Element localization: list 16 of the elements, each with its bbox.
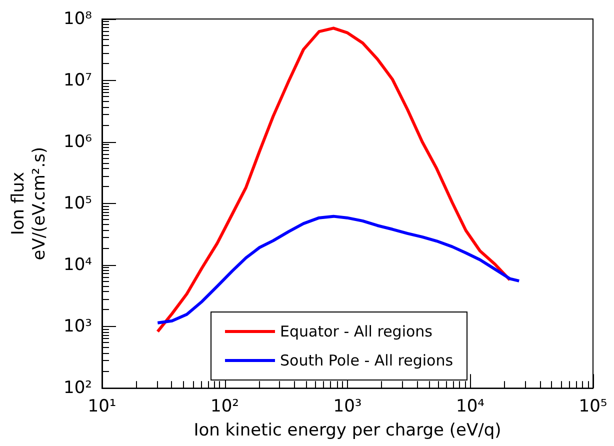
y-tick-label: 10⁸: [64, 9, 92, 29]
y-axis-title: Ion flux eV/(eV.cm².s): [8, 146, 50, 260]
x-tick-label: 10²: [210, 396, 239, 417]
y-tick-label: 10⁵: [64, 194, 92, 214]
x-tick-label: 10⁵: [578, 396, 608, 417]
y-tick-label: 10⁴: [64, 255, 92, 276]
x-tick-label: 10¹: [88, 396, 116, 417]
y-tick-label: 10²: [64, 378, 92, 398]
y-tick-label: 10³: [64, 316, 92, 337]
y-tick-label: 10⁶: [64, 132, 92, 152]
x-axis-title: Ion kinetic energy per charge (eV/q): [194, 420, 502, 440]
x-tick-label: 10⁴: [456, 396, 485, 417]
legend-label: South Pole - All regions: [280, 352, 454, 370]
y-tick-label: 10⁷: [64, 70, 92, 91]
x-tick-label: 10³: [333, 396, 362, 417]
legend-label: Equator - All regions: [280, 322, 433, 340]
